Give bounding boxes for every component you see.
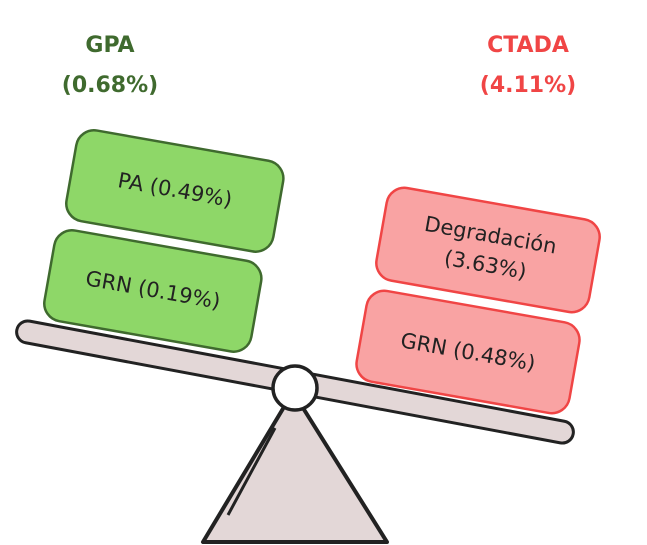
fulcrum: [203, 392, 387, 542]
left-title: GPA: [85, 33, 134, 58]
seesaw-diagram: GPA (0.68%) CTADA (4.11%) PA (0.49%) GRN…: [0, 0, 647, 545]
right-total: (4.11%): [480, 73, 576, 98]
left-total: (0.68%): [62, 73, 158, 98]
pivot: [273, 366, 317, 410]
right-title: CTADA: [487, 33, 569, 58]
